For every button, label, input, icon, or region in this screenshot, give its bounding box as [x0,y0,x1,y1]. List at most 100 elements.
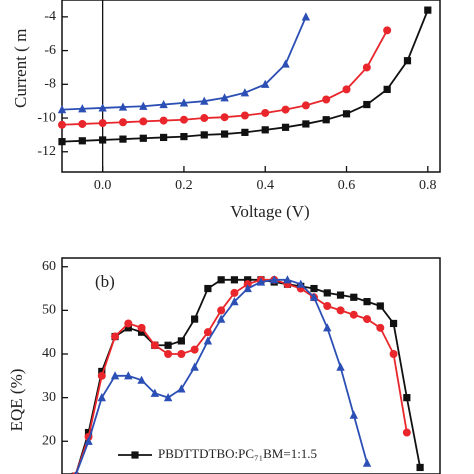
marker [139,101,148,110]
marker [240,111,249,120]
marker [363,298,371,306]
marker [244,276,252,284]
marker [220,130,229,138]
marker [118,102,128,111]
marker [323,289,331,297]
marker [349,310,358,319]
marker [84,436,93,445]
marker [177,337,185,345]
marker [403,394,411,402]
marker [389,350,398,358]
marker [164,350,173,358]
marker [190,362,199,371]
marker [389,319,398,328]
marker [362,458,372,467]
marker [241,128,249,136]
y-tick-label: -10 [37,110,56,125]
plot-frame [61,257,441,474]
marker [261,126,269,134]
marker [402,428,411,437]
marker [350,293,358,301]
marker [220,113,229,122]
marker [336,306,345,315]
marker [180,132,188,141]
marker [256,277,266,286]
marker [301,12,311,21]
marker [363,315,372,324]
marker [97,371,106,380]
marker [124,319,133,328]
marker [204,284,212,293]
marker [137,375,146,384]
marker [216,314,226,323]
marker [97,393,106,402]
marker [98,367,106,376]
marker [98,103,107,112]
marker [159,99,168,109]
marker [179,98,189,107]
marker [124,324,132,332]
y-tick-label: 30 [42,390,56,405]
y-tick-label: 60 [42,259,56,274]
marker [336,362,345,371]
marker [376,323,385,332]
marker [302,120,310,128]
marker [376,302,384,310]
marker [310,284,318,293]
y-tick-label: -12 [37,144,56,159]
marker [362,63,371,72]
marker [323,323,332,332]
x-tick-label: 0.6 [338,178,356,193]
marker [296,279,305,288]
marker [124,371,133,380]
legend-label: PBDTTDTBO:PC₇₁BM=1:1.5 [158,446,317,461]
marker [322,95,331,104]
marker [139,134,147,142]
series-line [61,16,307,111]
marker [322,116,330,124]
y-tick-label: -8 [44,77,56,92]
marker [177,350,186,358]
marker [177,384,186,393]
marker [323,302,332,310]
marker [110,371,120,380]
marker [240,88,250,97]
marker [118,118,127,127]
x-tick-label: 0.4 [256,178,274,193]
marker [217,306,226,315]
marker [163,393,173,402]
marker [191,315,199,323]
marker [230,288,239,297]
marker [179,115,188,124]
marker [349,410,358,419]
marker [78,104,87,113]
marker [281,105,290,114]
marker [84,428,93,437]
marker [342,85,351,94]
marker [281,123,290,131]
x-tick-label: 0.8 [419,178,437,193]
marker [200,131,208,139]
y-axis-title: Current ( m [11,29,30,108]
marker [111,332,120,341]
marker [200,96,209,105]
marker [424,6,432,14]
marker [383,26,392,35]
series-line [61,29,388,126]
marker [190,345,199,354]
marker [57,105,67,114]
marker [416,463,424,472]
marker [159,116,168,125]
marker [119,135,127,143]
marker [283,275,292,284]
x-tick-label: 0.0 [94,178,112,193]
y-tick-label: 50 [42,303,56,318]
y-tick-label: 40 [42,346,56,361]
marker [403,57,412,65]
series-line [75,278,408,474]
panel-label: (b) [95,272,115,291]
marker [261,108,270,117]
marker [137,323,146,332]
y-tick-label: -4 [44,9,56,24]
